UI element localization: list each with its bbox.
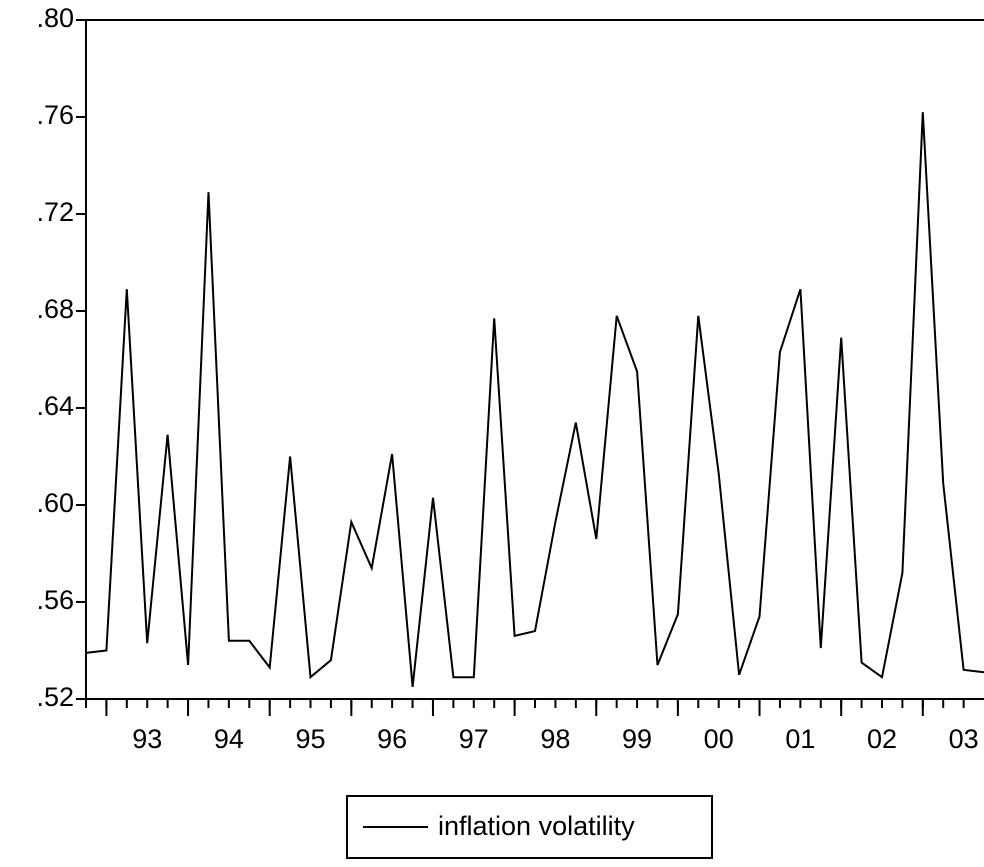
series-line — [86, 112, 984, 688]
x-tick-label: 97 — [459, 724, 489, 754]
x-tick-label: 02 — [867, 724, 897, 754]
x-tick-label: 93 — [132, 724, 162, 754]
legend-box — [346, 795, 713, 859]
y-tick-label: .60 — [36, 488, 74, 518]
y-tick-label: .52 — [36, 682, 74, 712]
legend-label: inflation volatility — [438, 811, 635, 841]
y-tick-label: .76 — [36, 100, 74, 130]
x-tick-label: 96 — [377, 724, 407, 754]
x-tick-label: 01 — [785, 724, 815, 754]
y-tick-label: .56 — [36, 585, 74, 615]
y-tick-label: .80 — [36, 3, 74, 33]
y-tick-label: .68 — [36, 294, 74, 324]
plot-area — [86, 112, 984, 688]
x-tick-label: 03 — [949, 724, 979, 754]
x-tick-label: 94 — [214, 724, 244, 754]
x-tick-label: 00 — [704, 724, 734, 754]
x-tick-label: 95 — [295, 724, 325, 754]
x-tick-label: 99 — [622, 724, 652, 754]
y-tick-label: .72 — [36, 197, 74, 227]
y-tick-label: .64 — [36, 391, 74, 421]
x-tick-label: 98 — [540, 724, 570, 754]
